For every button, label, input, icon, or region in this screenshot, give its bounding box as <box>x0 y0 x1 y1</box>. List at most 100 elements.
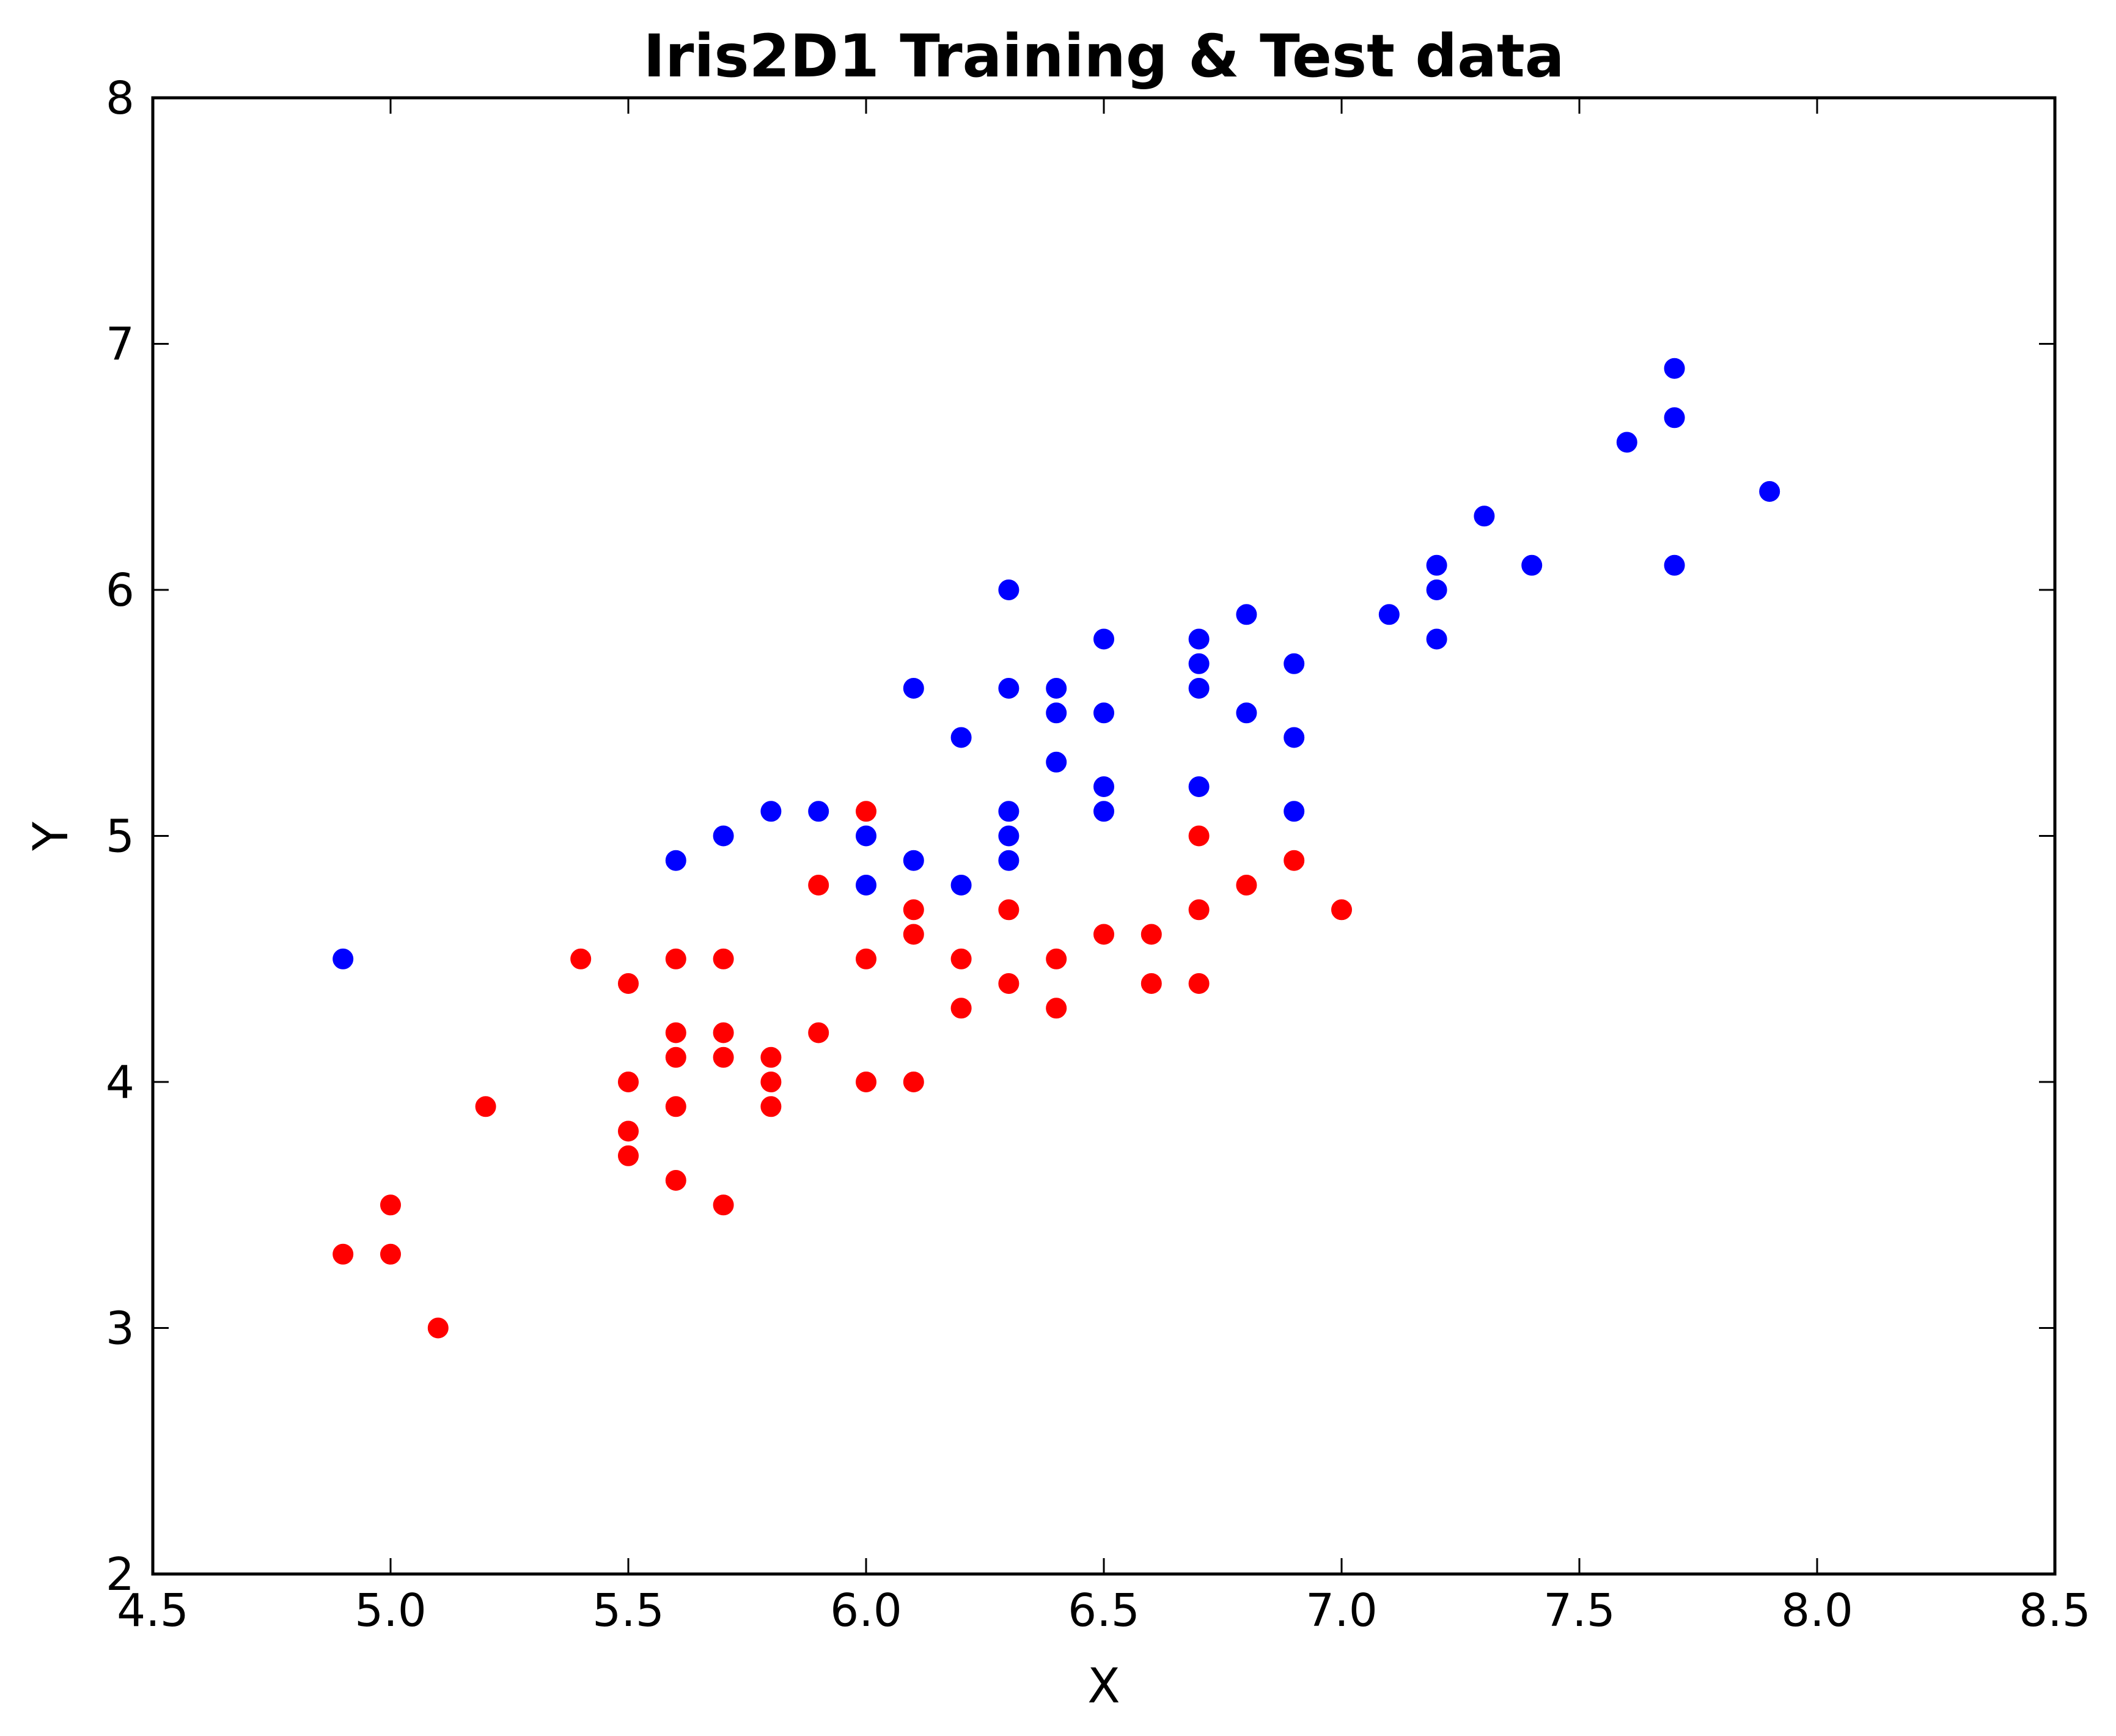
data-point-series-1 <box>760 1046 782 1068</box>
data-point-series-1 <box>1093 924 1114 945</box>
data-point-series-2 <box>1236 604 1257 625</box>
data-point-series-1 <box>1046 948 1067 969</box>
y-axis-label: Y <box>24 822 79 851</box>
data-point-series-2 <box>1664 358 1685 379</box>
data-point-series-1 <box>856 948 876 969</box>
data-point-series-2 <box>1474 506 1495 527</box>
x-axis-label: X <box>1087 1659 1120 1714</box>
data-point-series-2 <box>1284 801 1305 822</box>
data-point-series-1 <box>1188 899 1210 921</box>
data-point-series-2 <box>856 875 876 896</box>
data-point-series-2 <box>1426 628 1447 650</box>
data-point-series-1 <box>1188 825 1210 847</box>
data-point-series-2 <box>1521 554 1543 576</box>
data-point-series-2 <box>1093 801 1114 822</box>
x-tick-label: 5.0 <box>355 1584 427 1637</box>
data-point-series-1 <box>618 973 639 994</box>
x-tick-label: 5.5 <box>592 1584 664 1637</box>
data-point-series-2 <box>332 948 354 969</box>
data-point-series-1 <box>665 1170 686 1191</box>
data-point-series-1 <box>1284 850 1305 871</box>
data-point-series-1 <box>713 948 734 969</box>
data-point-series-1 <box>618 1120 639 1142</box>
data-point-series-1 <box>665 1022 686 1043</box>
data-point-series-2 <box>1046 678 1067 699</box>
data-point-series-2 <box>1188 678 1210 699</box>
data-point-series-1 <box>950 948 972 969</box>
y-tick-label: 4 <box>106 1056 134 1109</box>
data-point-series-2 <box>1664 554 1685 576</box>
data-point-series-1 <box>475 1096 496 1117</box>
data-point-series-2 <box>1236 702 1257 724</box>
x-tick-label: 6.5 <box>1068 1584 1140 1637</box>
data-point-series-1 <box>903 899 924 921</box>
x-tick-label: 7.5 <box>1543 1584 1615 1637</box>
data-point-series-1 <box>760 1072 782 1092</box>
data-point-series-1 <box>665 1046 686 1068</box>
y-tick-label: 7 <box>106 318 134 371</box>
data-point-series-2 <box>1188 628 1210 650</box>
data-point-series-1 <box>618 1145 639 1166</box>
plot-area: 4.5 5.0 5.5 6.0 6.5 7.0 7.5 8.0 8.5 2 3 4 5 6 7 8 <box>106 72 2091 1637</box>
y-tick-label: 8 <box>106 72 134 125</box>
data-point-series-2 <box>1093 776 1114 797</box>
chart-title: Iris2D1 Training & Test data <box>643 22 1564 90</box>
data-point-series-1 <box>713 1194 734 1216</box>
data-point-series-2 <box>1426 554 1447 576</box>
data-point-series-1 <box>903 924 924 945</box>
data-point-series-2 <box>1093 702 1114 724</box>
data-point-series-1 <box>1141 924 1162 945</box>
data-point-series-2 <box>808 801 829 822</box>
x-tick-label: 8.5 <box>2019 1584 2091 1637</box>
data-point-series-2 <box>1284 653 1305 674</box>
data-point-series-1 <box>808 875 829 896</box>
data-point-series-2 <box>1426 579 1447 600</box>
data-point-series-2 <box>1093 628 1114 650</box>
data-point-series-1 <box>618 1072 639 1092</box>
x-tick-label: 8.0 <box>1781 1584 1853 1637</box>
data-point-series-1 <box>998 973 1019 994</box>
data-point-series-1 <box>713 1046 734 1068</box>
data-point-series-2 <box>665 850 686 871</box>
x-tick-label: 6.0 <box>830 1584 902 1637</box>
data-point-series-2 <box>1046 702 1067 724</box>
data-point-series-1 <box>950 998 972 1019</box>
data-point-series-1 <box>856 801 876 822</box>
data-point-series-1 <box>760 1096 782 1117</box>
x-tick-label: 7.0 <box>1306 1584 1378 1637</box>
data-point-series-2 <box>950 727 972 748</box>
y-tick-label: 5 <box>106 811 134 863</box>
data-point-series-1 <box>665 948 686 969</box>
data-point-series-1 <box>570 948 592 969</box>
data-point-series-1 <box>856 1072 876 1092</box>
data-point-series-2 <box>760 801 782 822</box>
data-point-series-2 <box>903 850 924 871</box>
data-point-series-1 <box>1141 973 1162 994</box>
data-point-series-1 <box>1188 973 1210 994</box>
data-point-series-2 <box>998 825 1019 847</box>
y-tick-label: 6 <box>106 564 134 617</box>
data-point-series-1 <box>380 1243 401 1265</box>
data-point-series-1 <box>1046 998 1067 1019</box>
data-point-series-2 <box>1188 653 1210 674</box>
y-tick-label: 3 <box>106 1303 134 1355</box>
data-point-series-2 <box>1759 481 1780 502</box>
y-tick-label: 2 <box>106 1548 134 1601</box>
data-point-series-2 <box>1664 407 1685 428</box>
data-point-series-2 <box>1616 432 1637 453</box>
data-point-series-2 <box>1378 604 1400 625</box>
data-point-series-1 <box>665 1096 686 1117</box>
data-point-series-2 <box>998 801 1019 822</box>
x-tick-label: 4.5 <box>117 1584 189 1637</box>
data-point-series-2 <box>903 678 924 699</box>
data-point-series-1 <box>998 899 1019 921</box>
data-point-series-2 <box>950 875 972 896</box>
data-point-series-1 <box>903 1072 924 1092</box>
data-point-series-1 <box>332 1243 354 1265</box>
data-point-series-1 <box>1236 875 1257 896</box>
data-point-series-2 <box>998 678 1019 699</box>
data-point-series-1 <box>808 1022 829 1043</box>
